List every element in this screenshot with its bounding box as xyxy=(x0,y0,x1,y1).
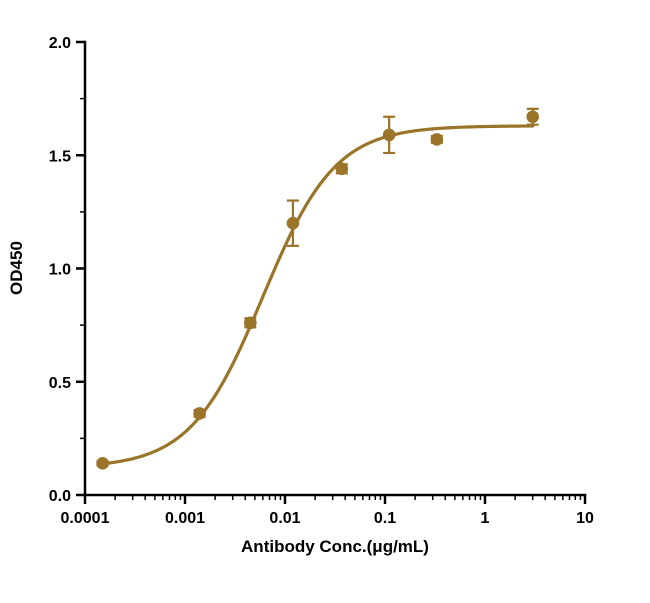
x-tick-label: 0.1 xyxy=(374,510,396,527)
y-tick-label: 0.0 xyxy=(49,488,71,505)
data-point xyxy=(193,407,206,420)
data-point xyxy=(382,128,396,142)
data-point xyxy=(430,133,444,146)
fit-curve xyxy=(101,124,535,466)
data-point xyxy=(526,110,540,124)
y-tick-label: 0.5 xyxy=(49,375,71,392)
y-axis-label: OD450 xyxy=(7,241,26,295)
y-tick-label: 1.0 xyxy=(49,262,71,279)
x-tick-label: 0.001 xyxy=(165,510,205,527)
x-axis-label: Antibody Conc.(μg/mL) xyxy=(241,537,429,556)
x-tick-label: 0.0001 xyxy=(61,510,110,527)
data-point xyxy=(96,456,109,470)
data-point xyxy=(286,216,300,230)
x-tick-label: 1 xyxy=(481,510,490,527)
data-point xyxy=(335,162,349,176)
y-tick-label: 2.0 xyxy=(49,35,71,52)
x-tick-label: 10 xyxy=(576,510,594,527)
y-tick-label: 1.5 xyxy=(49,148,71,165)
x-tick-label: 0.01 xyxy=(269,510,300,527)
data-point xyxy=(244,316,257,330)
